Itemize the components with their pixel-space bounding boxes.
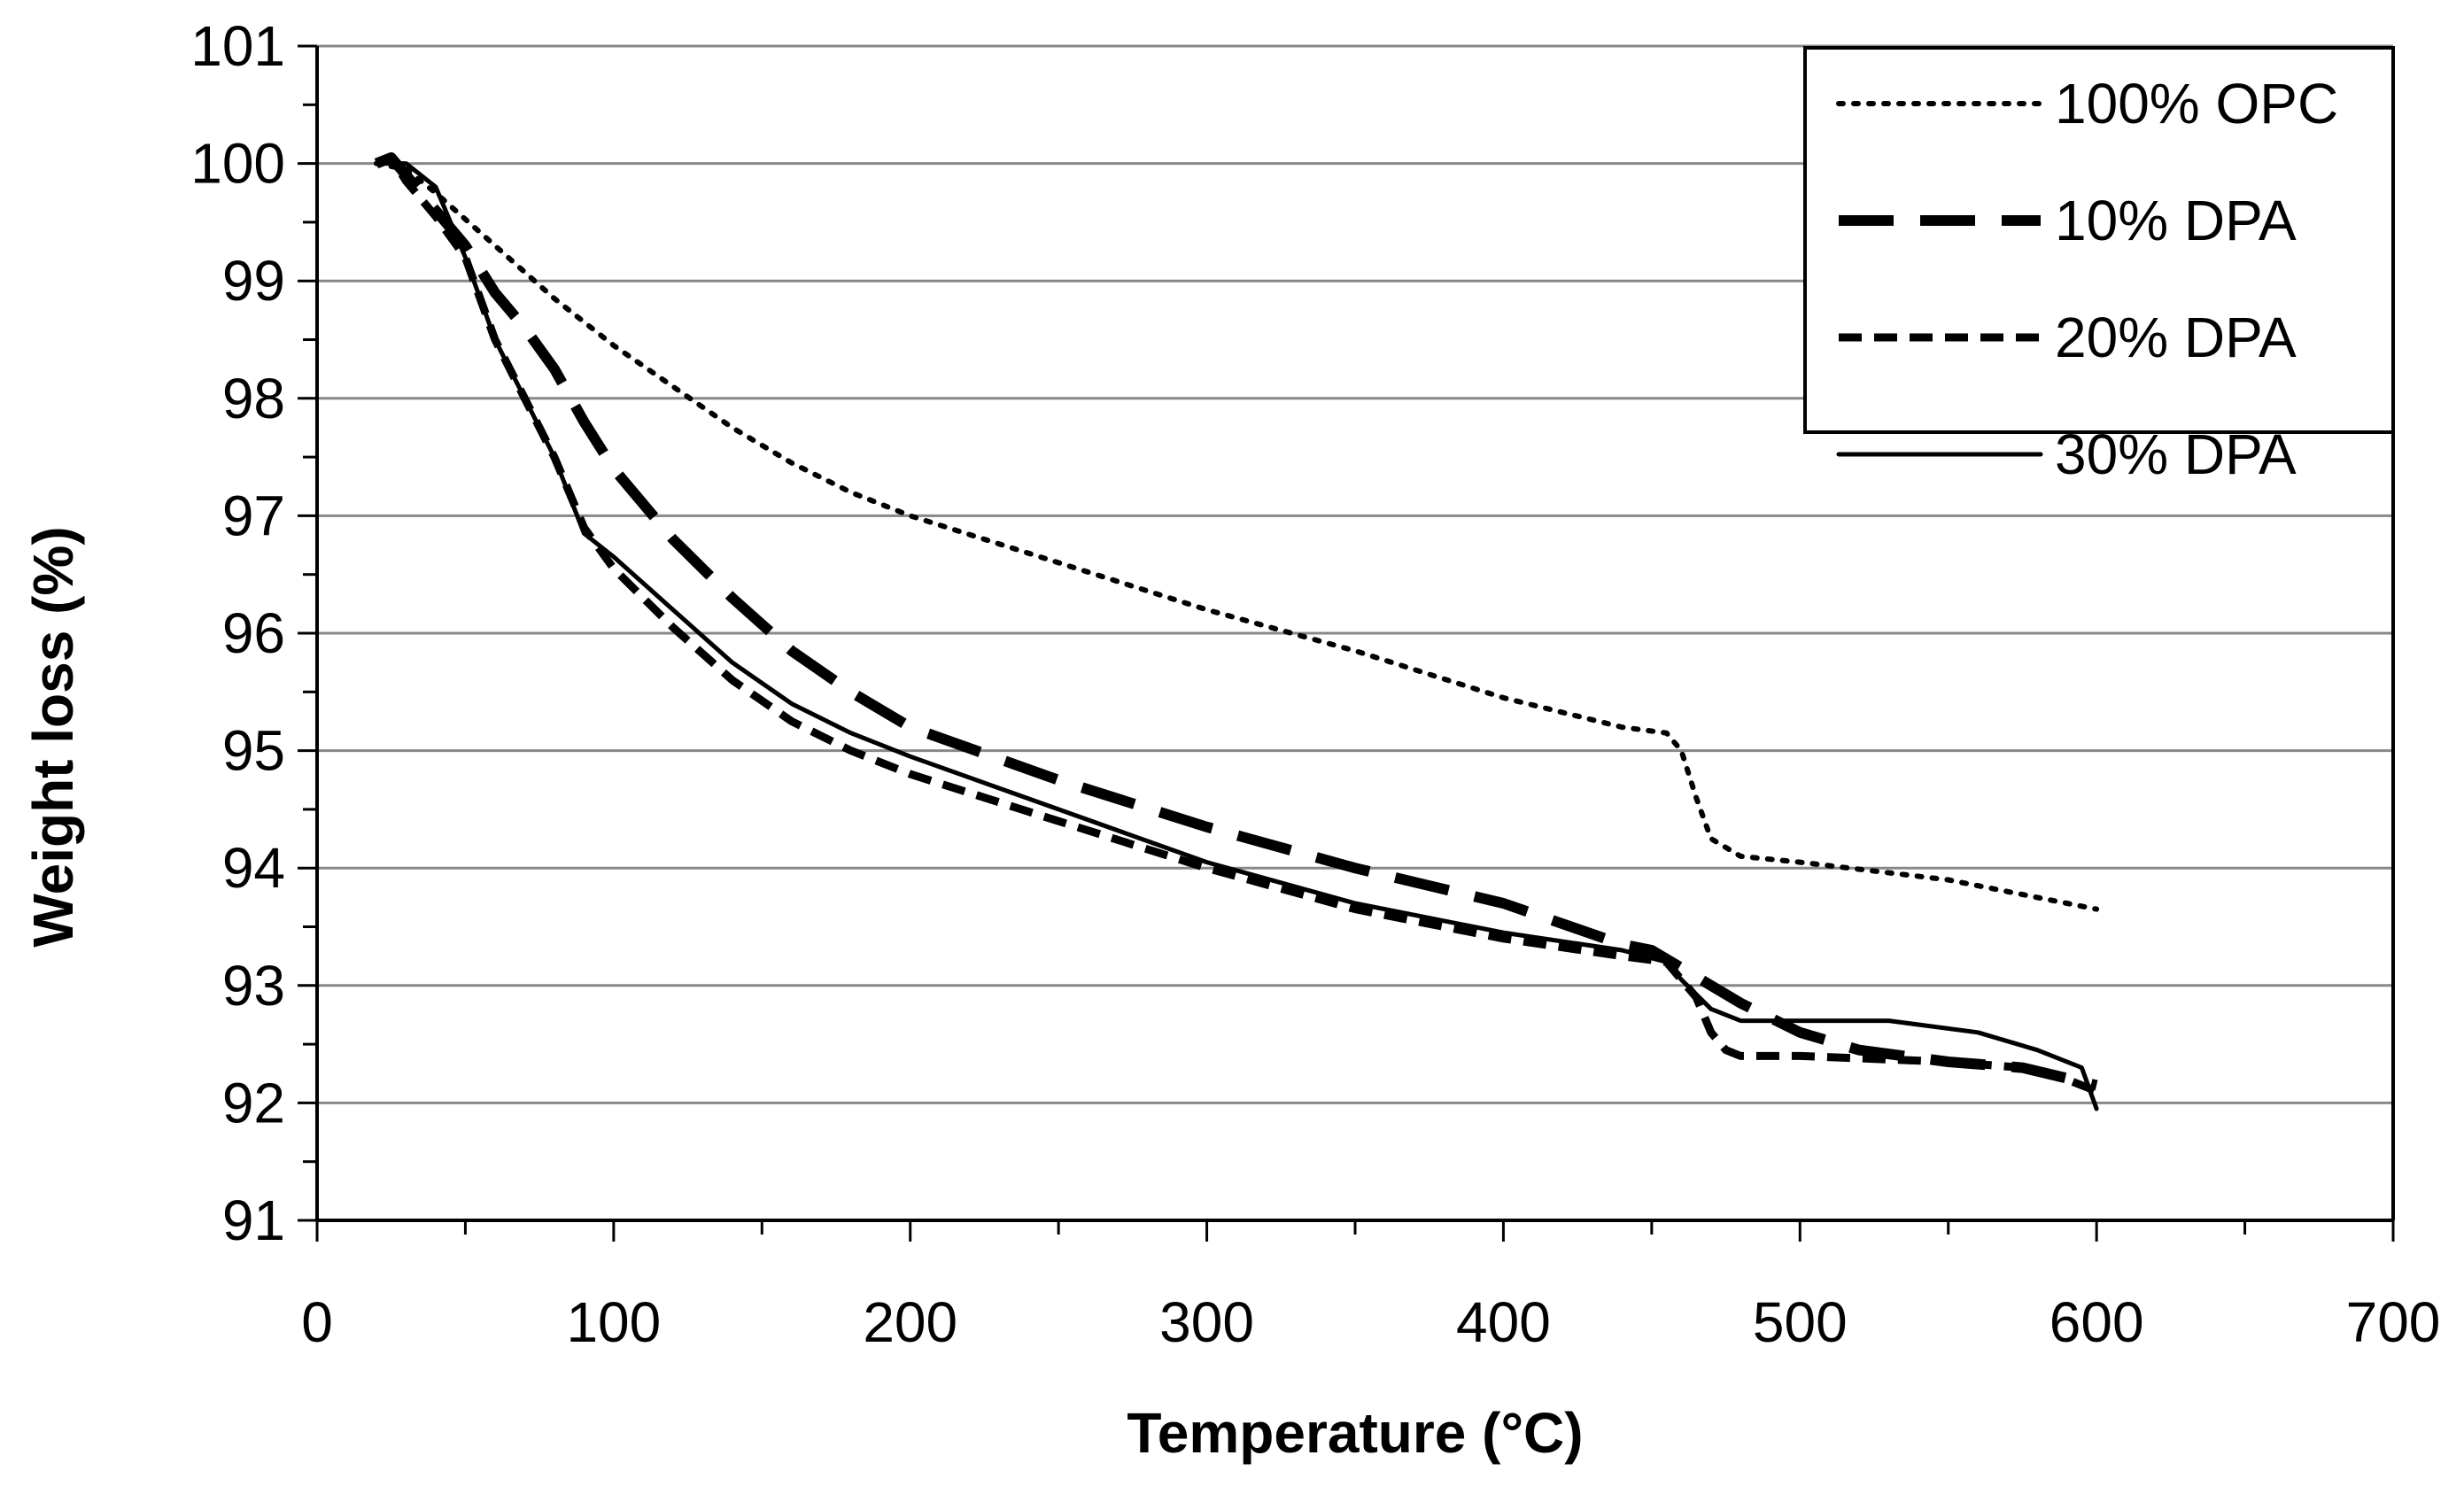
y-tick-label: 96 — [222, 601, 285, 665]
y-tick-label: 91 — [222, 1188, 285, 1252]
y-tick-label: 100 — [190, 132, 285, 196]
y-tick-labels: 91 92 93 94 95 96 97 98 99 100 101 — [190, 14, 285, 1252]
y-tick-label: 97 — [222, 484, 285, 547]
x-tick-label: 400 — [1456, 1290, 1551, 1354]
series-line-30-dpa — [374, 161, 2099, 1111]
series-line-100-opc — [374, 160, 2100, 912]
x-tick-labels: 0 100 200 300 400 500 600 700 — [301, 1290, 2440, 1354]
x-tick-label: 500 — [1753, 1290, 1848, 1354]
legend-label-10-dpa: 10% DPA — [2055, 189, 2297, 252]
legend-label-20-dpa: 20% DPA — [2055, 306, 2297, 369]
legend-label-100-opc: 100% OPC — [2055, 72, 2338, 135]
x-axis-title: Temperature (°C) — [1127, 1401, 1583, 1465]
series-line-10-dpa — [374, 152, 2098, 1091]
series-lines — [374, 152, 2100, 1111]
y-tick-label: 93 — [222, 954, 285, 1018]
y-tick-label: 95 — [222, 719, 285, 783]
legend-label-30-dpa: 30% DPA — [2055, 422, 2297, 486]
x-tick-label: 0 — [301, 1290, 333, 1354]
y-tick-label: 98 — [222, 367, 285, 430]
y-tick-label: 94 — [222, 836, 285, 900]
y-tick-label: 101 — [190, 14, 285, 78]
x-tick-label: 300 — [1159, 1290, 1254, 1354]
x-tick-label: 600 — [2049, 1290, 2144, 1354]
y-tick-label: 92 — [222, 1071, 285, 1134]
y-tick-label: 99 — [222, 249, 285, 313]
x-tick-label: 200 — [863, 1290, 957, 1354]
legend: 100% OPC 10% DPA 20% DPA 30% DPA — [1803, 46, 2395, 486]
y-axis-title: Weight loss (%) — [21, 526, 85, 947]
x-tick-label: 100 — [566, 1290, 661, 1354]
x-tick-label: 700 — [2346, 1290, 2441, 1354]
legend-box — [1803, 46, 2395, 434]
